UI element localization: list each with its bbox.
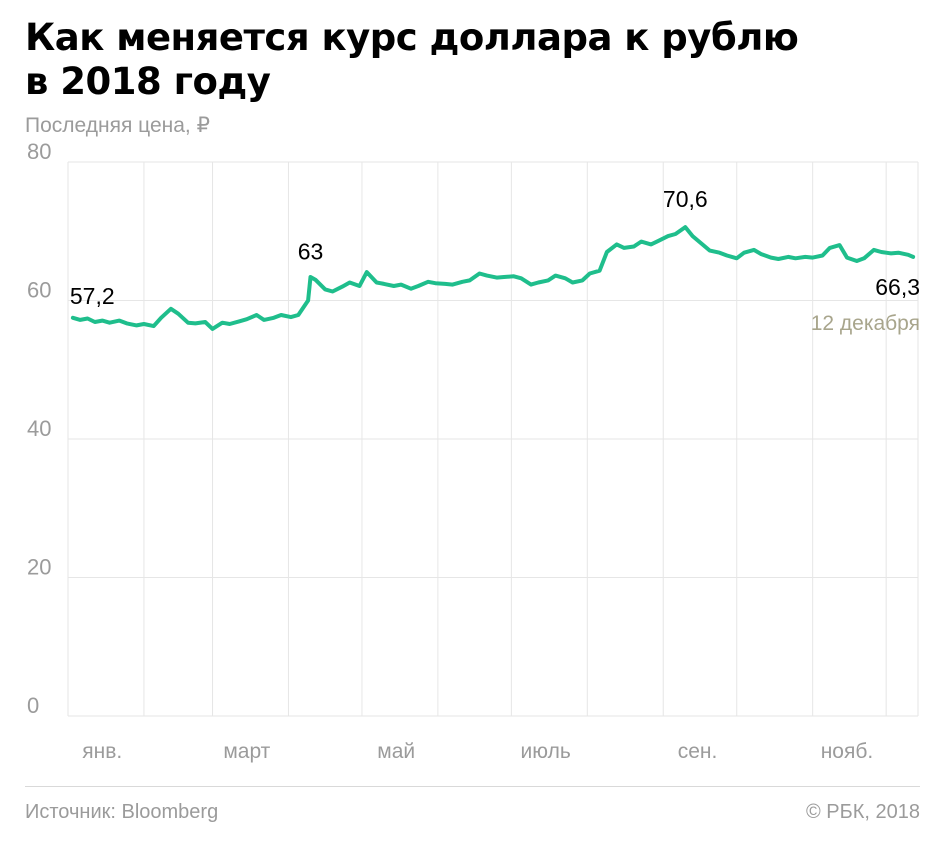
data-label: 63 — [298, 239, 324, 265]
x-tick-label: июль — [521, 740, 571, 763]
y-tick-label: 0 — [27, 693, 39, 718]
chart-title: Как меняется курс доллара к рублю в 2018… — [25, 16, 925, 104]
x-tick-label: март — [223, 740, 270, 763]
x-tick-label: янв. — [82, 740, 122, 763]
copyright-note: © РБК, 2018 — [805, 801, 920, 823]
chart-subtitle: Последняя цена, ₽ — [25, 114, 210, 137]
y-tick-label: 80 — [27, 139, 51, 164]
title-line-1: Как меняется курс доллара к рублю — [25, 16, 799, 59]
y-tick-label: 20 — [27, 555, 51, 580]
x-tick-label: нояб. — [821, 740, 874, 763]
data-label: 66,3 — [875, 274, 920, 300]
x-tick-label: май — [377, 740, 415, 763]
x-tick-label: сен. — [678, 740, 718, 763]
series-line — [70, 225, 916, 331]
y-tick-label: 40 — [27, 416, 51, 441]
y-tick-label: 60 — [27, 278, 51, 303]
title-line-2: в 2018 году — [25, 60, 271, 103]
date-note-label: 12 декабря — [811, 312, 920, 335]
source-note: Источник: Bloomberg — [25, 801, 219, 823]
data-label: 70,6 — [663, 186, 708, 212]
footer-divider — [25, 786, 920, 787]
data-label: 57,2 — [70, 283, 115, 309]
